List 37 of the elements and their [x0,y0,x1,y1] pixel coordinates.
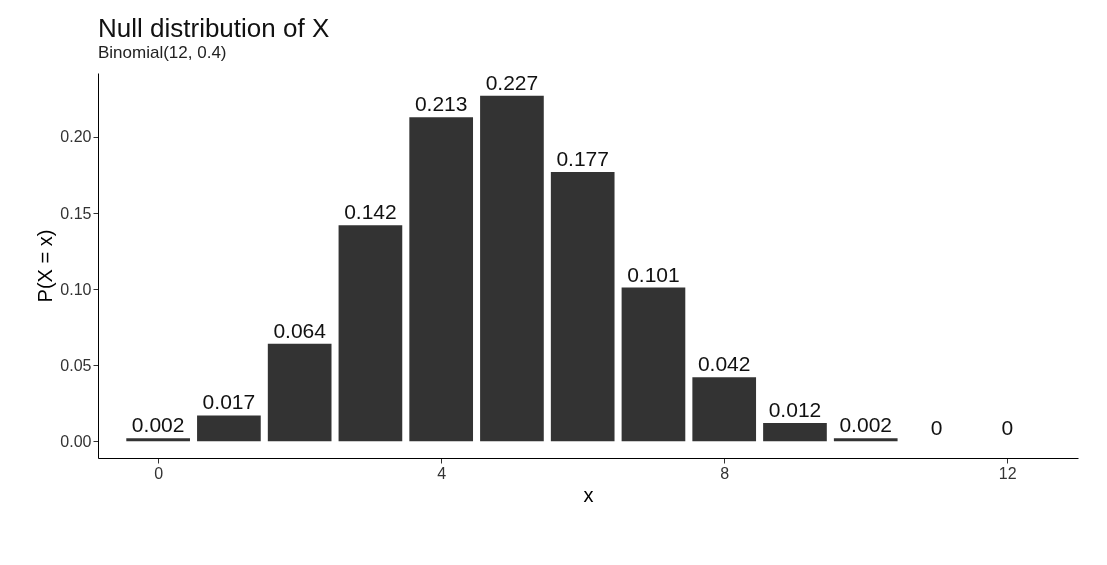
data-label: 0.227 [485,70,539,94]
x-tick-label: 12 [998,464,1017,482]
bar [480,95,544,442]
bar [833,438,898,442]
x-tick-label: 0 [154,464,164,482]
chart-subtitle: Binomial(12, 0.4) [98,42,227,62]
data-label: 0.002 [131,413,185,437]
bar [763,423,827,442]
bar [338,225,403,442]
bar [692,377,757,442]
data-label: 0.017 [202,390,256,414]
data-label: 0 [930,416,943,440]
chart-title: Null distribution of X [98,12,330,43]
y-tick-label: 0.20 [60,128,92,146]
y-tick-label: 0.05 [60,356,92,374]
data-label: 0.177 [556,146,609,170]
y-tick-label: 0.15 [60,204,92,222]
data-label: 0 [1001,416,1014,440]
data-label: 0.142 [344,200,397,224]
bar [550,171,615,442]
data-label: 0.042 [697,352,751,376]
x-tick-label: 8 [720,464,730,482]
data-label: 0.101 [627,262,680,286]
y-tick-label: 0.10 [60,280,92,298]
data-label: 0.002 [839,413,893,437]
x-tick-label: 4 [437,464,447,482]
data-label: 0.012 [768,398,822,421]
data-label: 0.064 [273,318,327,342]
bar [267,343,332,442]
y-tick-label: 0.00 [60,432,92,450]
bar [197,415,261,442]
bar [126,438,190,442]
x-axis-title: x [583,483,594,506]
bar [621,287,686,442]
data-label: 0.213 [414,92,468,116]
bar [409,117,474,442]
y-axis-title: P(X = x) [34,229,57,303]
